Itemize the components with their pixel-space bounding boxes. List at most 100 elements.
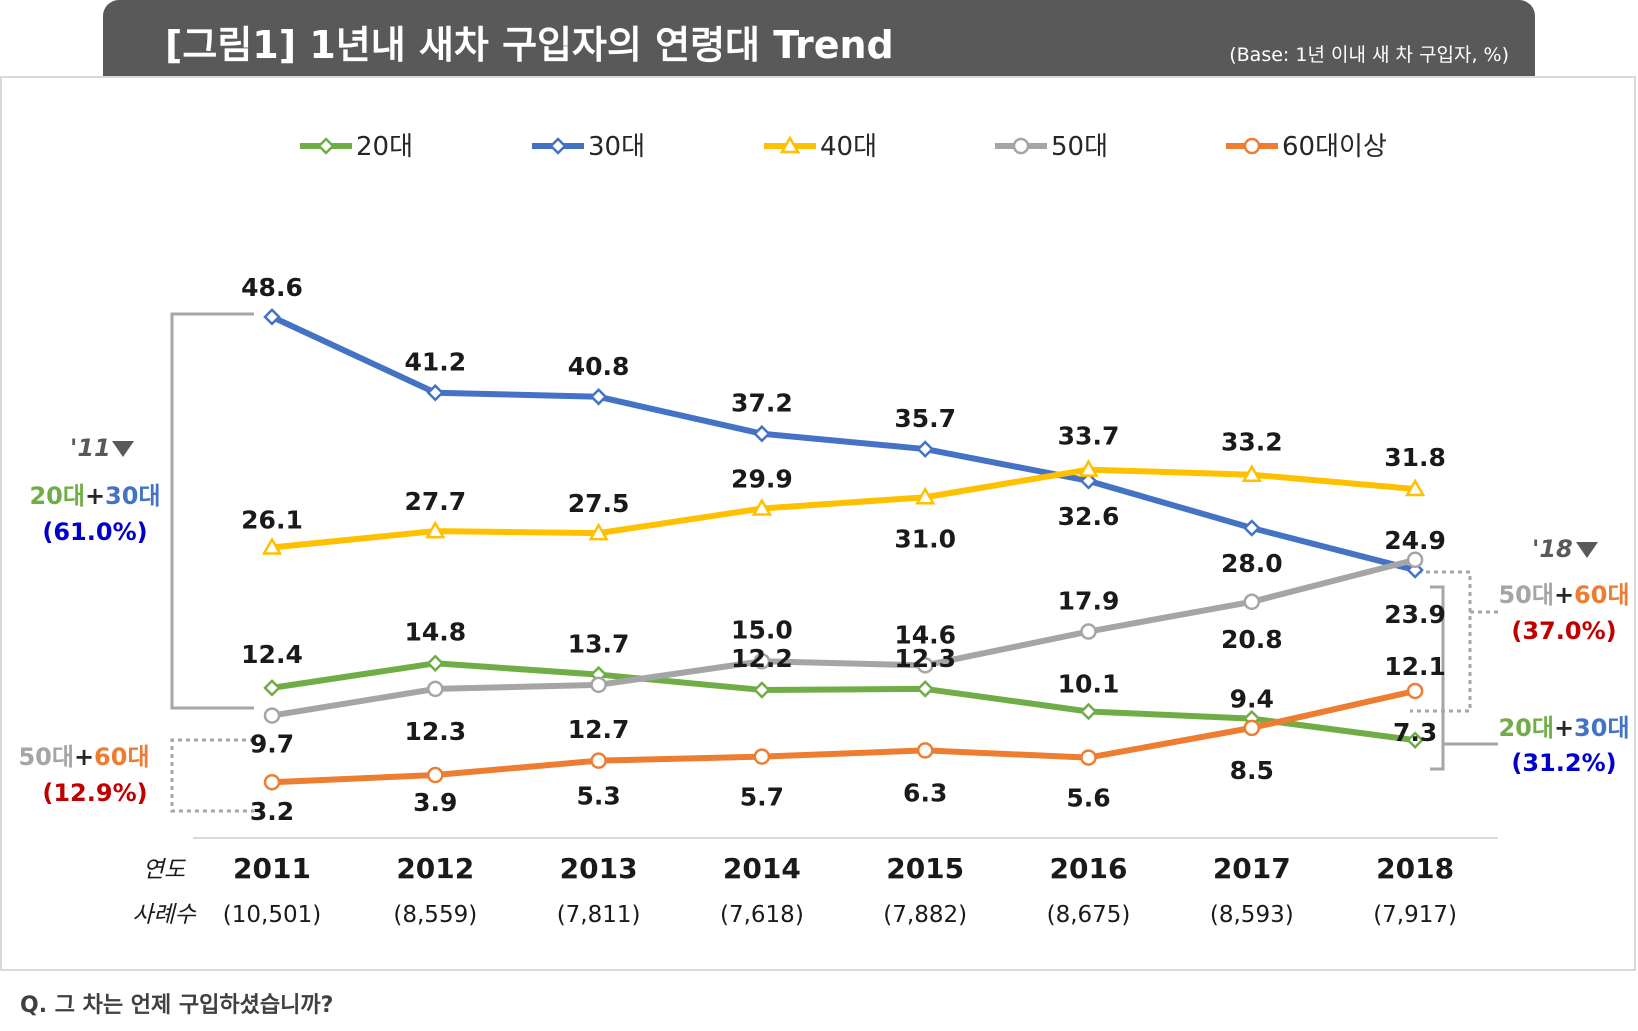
marker-s2-1 [425,520,446,539]
series-line-4 [271,688,1416,786]
cases-2016: (8,675) [1047,902,1131,928]
legend: 20대 30대 40대 50대 60대이상 [300,132,1387,162]
legend-marker-2 [779,135,801,154]
data-label-s1-2: 40.8 [568,352,630,381]
data-label-s2-1: 27.7 [404,487,466,516]
cases-2013: (7,811) [557,902,641,928]
data-label-s2-2: 27.5 [568,489,630,518]
data-label-s0-1: 14.8 [404,617,466,646]
year-axis-label: 연도 [143,857,186,883]
bracket-2018-old [1410,570,1472,713]
x-tick-2017: 2017 [1213,852,1291,885]
bracket-2011-old [170,738,254,813]
marker-s2-6 [1241,464,1262,482]
marker-s3-7 [1406,551,1424,569]
right-young-groups: 20대+30대 [1498,714,1629,742]
cases-2011: (10,501) [223,902,321,928]
chart-frame [0,76,1636,971]
data-label-s1-1: 41.2 [404,348,466,377]
series-line-2 [271,466,1416,551]
left-young-groups: 20대+30대 [29,482,160,510]
question-footnote: Q. 그 차는 언제 구입하셨습니까? [20,993,334,1018]
data-label-s3-3: 15.0 [731,615,793,644]
legend-marker-0 [317,137,335,155]
marker-s1-2 [589,388,608,406]
cases-2017: (8,593) [1210,902,1294,928]
data-label-s3-4: 14.6 [894,620,956,649]
legend-label-1: 30대 [588,132,645,162]
data-label-s3-2: 12.7 [568,715,630,744]
marker-s4-4 [916,742,934,759]
legend-marker-4 [1243,137,1261,155]
marker-s0-5 [1079,702,1098,721]
data-label-s0-7: 7.3 [1393,718,1437,747]
series-lines [270,314,1416,786]
data-label-s4-6: 8.5 [1230,756,1274,785]
data-label-s3-6: 20.8 [1221,625,1283,654]
bracket-2011-young [170,312,254,710]
data-label-s4-0: 3.2 [250,797,294,826]
marker-s3-4 [916,657,934,674]
legend-label-4: 60대이상 [1282,132,1387,162]
base-note: (Base: 1년 이내 새 차 구입자, %) [1229,44,1509,66]
marker-s0-0 [263,679,281,697]
data-label-s1-0: 48.6 [241,273,303,302]
marker-s1-5 [1079,472,1098,490]
legend-label-0: 20대 [356,132,413,162]
data-label-s4-5: 5.6 [1066,784,1110,813]
data-label-s3-7: 24.9 [1384,526,1446,555]
legend-label-2: 40대 [820,132,877,162]
data-label-s3-5: 17.9 [1058,587,1120,616]
data-label-s0-0: 12.4 [241,640,303,669]
legend-marker-1 [549,137,567,155]
right-old-pct: (37.0%) [1511,617,1616,645]
marker-s3-3 [753,653,771,670]
marker-s4-3 [753,748,771,765]
data-label-s2-3: 29.9 [731,465,793,494]
data-label-s0-4: 12.3 [894,644,956,673]
left-young-pct: (61.0%) [42,518,147,546]
marker-s4-1 [427,766,444,784]
cases-axis-label: 사례수 [132,902,196,928]
marker-s4-7 [1406,682,1424,700]
cases-2014: (7,618) [720,902,804,928]
marker-s0-3 [753,681,771,699]
data-label-s0-3: 12.2 [731,644,793,673]
marker-s0-4 [916,680,934,698]
data-label-s0-6: 9.4 [1230,685,1274,714]
left-old-groups: 50대+60대 [18,743,149,771]
legend-marker-3 [1012,137,1030,155]
marker-s3-0 [263,707,281,724]
marker-s3-6 [1243,593,1261,611]
data-label-s4-3: 5.7 [740,783,784,812]
series-line-1 [270,314,1416,573]
data-label-s2-5: 33.7 [1058,422,1120,451]
marker-s2-7 [1404,478,1426,497]
cases-2012: (8,559) [393,902,477,928]
marker-s1-0 [263,308,281,326]
marker-s2-2 [588,522,609,541]
marker-s1-3 [753,424,771,443]
cases-2018: (7,917) [1373,902,1457,928]
marker-s2-3 [751,498,773,516]
data-label-s1-4: 35.7 [894,404,956,433]
right-old-groups: 50대+60대 [1498,581,1629,609]
marker-s4-6 [1243,719,1261,737]
down-triangle-2018 [1576,542,1598,558]
label-2011: '11 [70,434,111,462]
x-tick-2014: 2014 [723,852,801,885]
marker-s4-5 [1080,749,1097,766]
left-old-pct: (12.9%) [42,779,147,807]
data-label-s1-5: 32.6 [1058,502,1120,531]
marker-s2-0 [261,536,283,555]
data-label-s4-1: 3.9 [413,788,457,817]
data-label-s3-0: 9.7 [250,730,294,759]
marker-s4-2 [590,752,607,769]
data-label-s4-7: 12.1 [1384,652,1446,681]
data-label-s2-6: 33.2 [1221,428,1283,457]
marker-s1-1 [426,383,445,402]
series-line-3 [271,556,1416,719]
cases-2015: (7,882) [883,902,967,928]
bracket-2018-young [1430,585,1445,771]
